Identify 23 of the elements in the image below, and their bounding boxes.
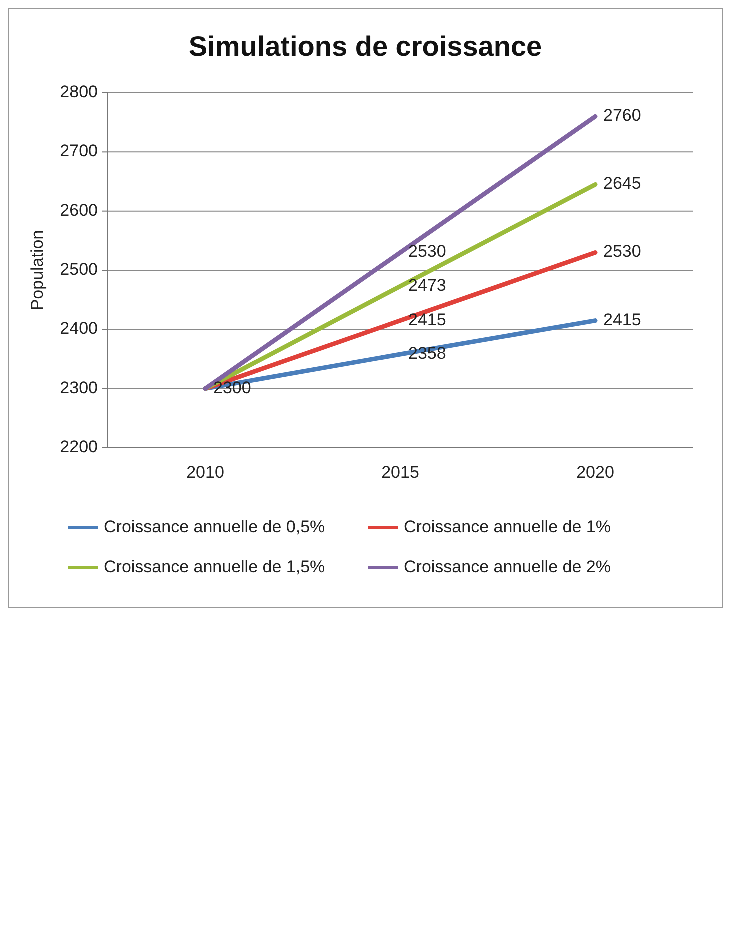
- data-label: 2473: [408, 276, 446, 295]
- data-label: 2645: [604, 174, 642, 194]
- y-tick-label: 2800: [60, 82, 98, 102]
- y-tick-label: 2200: [60, 437, 98, 456]
- y-tick-label: 2400: [60, 319, 98, 338]
- data-label: 2760: [604, 106, 642, 126]
- legend-label: Croissance annuelle de 1%: [404, 517, 611, 536]
- data-label: 2530: [604, 242, 642, 262]
- data-label: 2415: [604, 310, 642, 330]
- y-axis-title: Population: [28, 230, 47, 311]
- x-tick-label: 2010: [186, 463, 224, 482]
- x-tick-label: 2015: [382, 463, 420, 482]
- y-tick-label: 2300: [60, 378, 98, 398]
- legend-label: Croissance annuelle de 2%: [404, 557, 611, 576]
- y-tick-label: 2500: [60, 260, 98, 279]
- data-label: 2530: [408, 242, 446, 262]
- chart-title: Simulations de croissance: [188, 31, 542, 62]
- data-label: 2415: [408, 310, 446, 330]
- y-tick-label: 2600: [60, 200, 98, 220]
- y-tick-label: 2700: [60, 142, 98, 161]
- x-tick-label: 2020: [576, 463, 614, 482]
- legend-label: Croissance annuelle de 1,5%: [104, 557, 326, 576]
- legend-label: Croissance annuelle de 0,5%: [104, 517, 326, 536]
